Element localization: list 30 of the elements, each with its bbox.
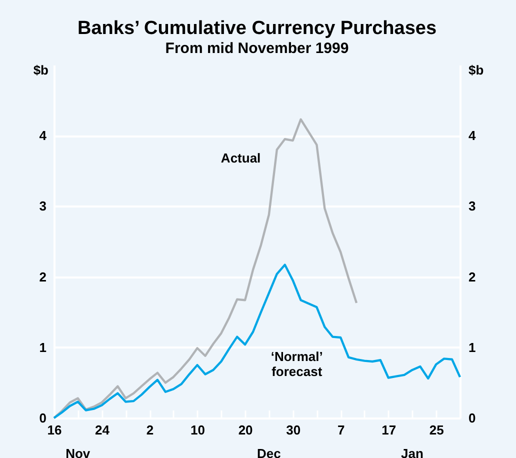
y2-tick-label: 2 xyxy=(468,269,476,284)
y2-tick-label: 1 xyxy=(468,340,476,355)
line-series xyxy=(52,264,462,420)
chart-subtitle: From mid November 1999 xyxy=(165,40,349,57)
y2-axis-title: $b xyxy=(468,62,484,78)
series-label: Actual xyxy=(220,150,261,166)
y2-tick-label: 0 xyxy=(468,410,476,426)
x-tick-label: 10 xyxy=(190,422,206,438)
y-tick-label: 3 xyxy=(39,198,46,214)
y-axis-title: $b xyxy=(33,62,49,78)
x-tick-label: 25 xyxy=(429,422,444,438)
x-tick-label: 2 xyxy=(146,422,154,438)
x-tick-label: 20 xyxy=(238,422,253,438)
x-tick-label: 17 xyxy=(382,422,396,438)
y-tick-label: 0 xyxy=(39,410,46,426)
x-tick-label: 16 xyxy=(47,422,62,438)
chart-title: Banks’ Cumulative Currency Purchases xyxy=(77,18,437,39)
series-label: ‘Normal’ forecast xyxy=(270,348,323,379)
y2-tick-label: 4 xyxy=(468,128,476,144)
text: Jan xyxy=(401,446,424,458)
line-series xyxy=(52,118,358,420)
y2-tick-label: 3 xyxy=(468,198,476,214)
text: Nov xyxy=(66,446,91,458)
y-tick-label: 4 xyxy=(39,128,48,144)
y-tick-label: 2 xyxy=(39,269,46,284)
y-tick-label: 1 xyxy=(39,340,46,355)
x-tick-label: 30 xyxy=(286,422,301,438)
x-tick-label: 7 xyxy=(337,422,345,438)
x-tick-label: 24 xyxy=(95,422,110,438)
text: Dec xyxy=(257,446,281,458)
